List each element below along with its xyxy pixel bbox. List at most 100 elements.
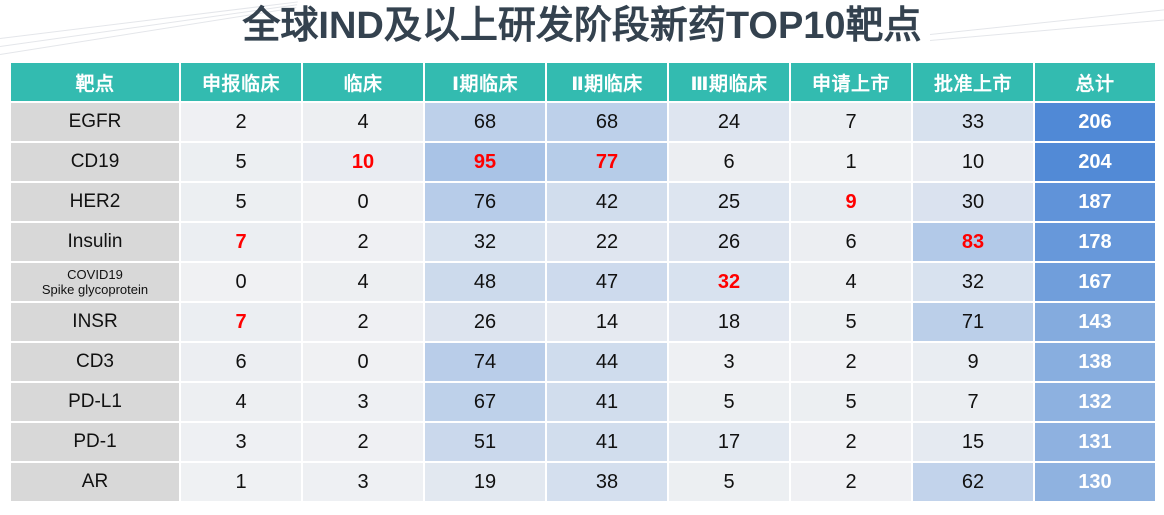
value-cell: 51 <box>423 421 547 463</box>
value-cell: 41 <box>545 421 669 463</box>
value-cell: 47 <box>545 261 669 303</box>
column-header: 靶点 <box>9 61 181 103</box>
value-cell: 4 <box>301 261 425 303</box>
value-cell: 0 <box>301 181 425 223</box>
value-cell: 3 <box>301 461 425 503</box>
header-row: 靶点 申报临床 临床 Ⅰ期临床 Ⅱ期临床 Ⅲ期临床 申请上市 批准上市 总计 <box>9 61 1157 103</box>
value-cell: 2 <box>301 301 425 343</box>
value-cell: 32 <box>911 261 1035 303</box>
target-cell: PD-1 <box>9 421 181 463</box>
value-cell: 32 <box>667 261 791 303</box>
value-cell: 5 <box>789 301 913 343</box>
value-cell: 2 <box>789 421 913 463</box>
total-cell: 178 <box>1033 221 1157 263</box>
value-cell: 26 <box>423 301 547 343</box>
table-row: HER2 5 0 76 42 25 9 30 187 <box>9 181 1157 223</box>
value-cell: 48 <box>423 261 547 303</box>
value-cell: 83 <box>911 221 1035 263</box>
total-cell: 131 <box>1033 421 1157 463</box>
value-cell: 5 <box>179 181 303 223</box>
table-row: AR 1 3 19 38 5 2 62 130 <box>9 461 1157 503</box>
column-header: Ⅱ期临床 <box>545 61 669 103</box>
value-cell: 18 <box>667 301 791 343</box>
target-cell: AR <box>9 461 181 503</box>
total-cell: 132 <box>1033 381 1157 423</box>
value-cell: 7 <box>789 101 913 143</box>
target-cell: COVID19 Spike glycoprotein <box>9 261 181 303</box>
value-cell: 76 <box>423 181 547 223</box>
value-cell: 41 <box>545 381 669 423</box>
column-header: 批准上市 <box>911 61 1035 103</box>
target-cell: EGFR <box>9 101 181 143</box>
value-cell: 14 <box>545 301 669 343</box>
value-cell: 6 <box>789 221 913 263</box>
value-cell: 5 <box>667 381 791 423</box>
value-cell: 19 <box>423 461 547 503</box>
value-cell: 6 <box>179 341 303 383</box>
total-cell: 138 <box>1033 341 1157 383</box>
target-cell: Insulin <box>9 221 181 263</box>
target-label: COVID19 <box>67 267 123 282</box>
value-cell: 9 <box>911 341 1035 383</box>
value-cell: 62 <box>911 461 1035 503</box>
value-cell: 22 <box>545 221 669 263</box>
target-cell: CD19 <box>9 141 181 183</box>
target-cell: CD3 <box>9 341 181 383</box>
value-cell: 44 <box>545 341 669 383</box>
value-cell: 5 <box>667 461 791 503</box>
total-cell: 130 <box>1033 461 1157 503</box>
value-cell: 74 <box>423 341 547 383</box>
column-header: 申请上市 <box>789 61 913 103</box>
table-row: PD-L1 4 3 67 41 5 5 7 132 <box>9 381 1157 423</box>
value-cell: 24 <box>667 101 791 143</box>
value-cell: 10 <box>301 141 425 183</box>
total-cell: 206 <box>1033 101 1157 143</box>
table-row: CD19 5 10 95 77 6 1 10 204 <box>9 141 1157 183</box>
column-header: 总计 <box>1033 61 1157 103</box>
value-cell: 17 <box>667 421 791 463</box>
value-cell: 30 <box>911 181 1035 223</box>
column-header: Ⅲ期临床 <box>667 61 791 103</box>
value-cell: 0 <box>179 261 303 303</box>
value-cell: 7 <box>911 381 1035 423</box>
target-cell: PD-L1 <box>9 381 181 423</box>
value-cell: 38 <box>545 461 669 503</box>
column-header: 申报临床 <box>179 61 303 103</box>
top10-targets-table: 靶点 申报临床 临床 Ⅰ期临床 Ⅱ期临床 Ⅲ期临床 申请上市 批准上市 总计 EGFR 2 4 68 6… <box>9 61 1157 503</box>
total-cell: 187 <box>1033 181 1157 223</box>
value-cell: 33 <box>911 101 1035 143</box>
value-cell: 4 <box>301 101 425 143</box>
total-cell: 204 <box>1033 141 1157 183</box>
page-title: 全球IND及以上研发阶段新药TOP10靶点 <box>242 5 922 47</box>
value-cell: 68 <box>423 101 547 143</box>
value-cell: 6 <box>667 141 791 183</box>
table-row: PD-1 3 2 51 41 17 2 15 131 <box>9 421 1157 463</box>
table-row: COVID19 Spike glycoprotein 0 4 48 47 32 4 32 167 <box>9 261 1157 303</box>
table-row: EGFR 2 4 68 68 24 7 33 206 <box>9 101 1157 143</box>
value-cell: 25 <box>667 181 791 223</box>
value-cell: 7 <box>179 301 303 343</box>
value-cell: 2 <box>789 461 913 503</box>
target-cell: HER2 <box>9 181 181 223</box>
table-row: Insulin 7 2 32 22 26 6 83 178 <box>9 221 1157 263</box>
value-cell: 77 <box>545 141 669 183</box>
value-cell: 2 <box>789 341 913 383</box>
table-row: CD3 6 0 74 44 3 2 9 138 <box>9 341 1157 383</box>
total-cell: 143 <box>1033 301 1157 343</box>
value-cell: 4 <box>179 381 303 423</box>
value-cell: 71 <box>911 301 1035 343</box>
value-cell: 67 <box>423 381 547 423</box>
value-cell: 5 <box>789 381 913 423</box>
value-cell: 3 <box>179 421 303 463</box>
value-cell: 7 <box>179 221 303 263</box>
value-cell: 15 <box>911 421 1035 463</box>
value-cell: 68 <box>545 101 669 143</box>
table-row: INSR 7 2 26 14 18 5 71 143 <box>9 301 1157 343</box>
value-cell: 2 <box>301 421 425 463</box>
value-cell: 3 <box>301 381 425 423</box>
value-cell: 1 <box>179 461 303 503</box>
value-cell: 2 <box>301 221 425 263</box>
value-cell: 2 <box>179 101 303 143</box>
value-cell: 26 <box>667 221 791 263</box>
value-cell: 3 <box>667 341 791 383</box>
